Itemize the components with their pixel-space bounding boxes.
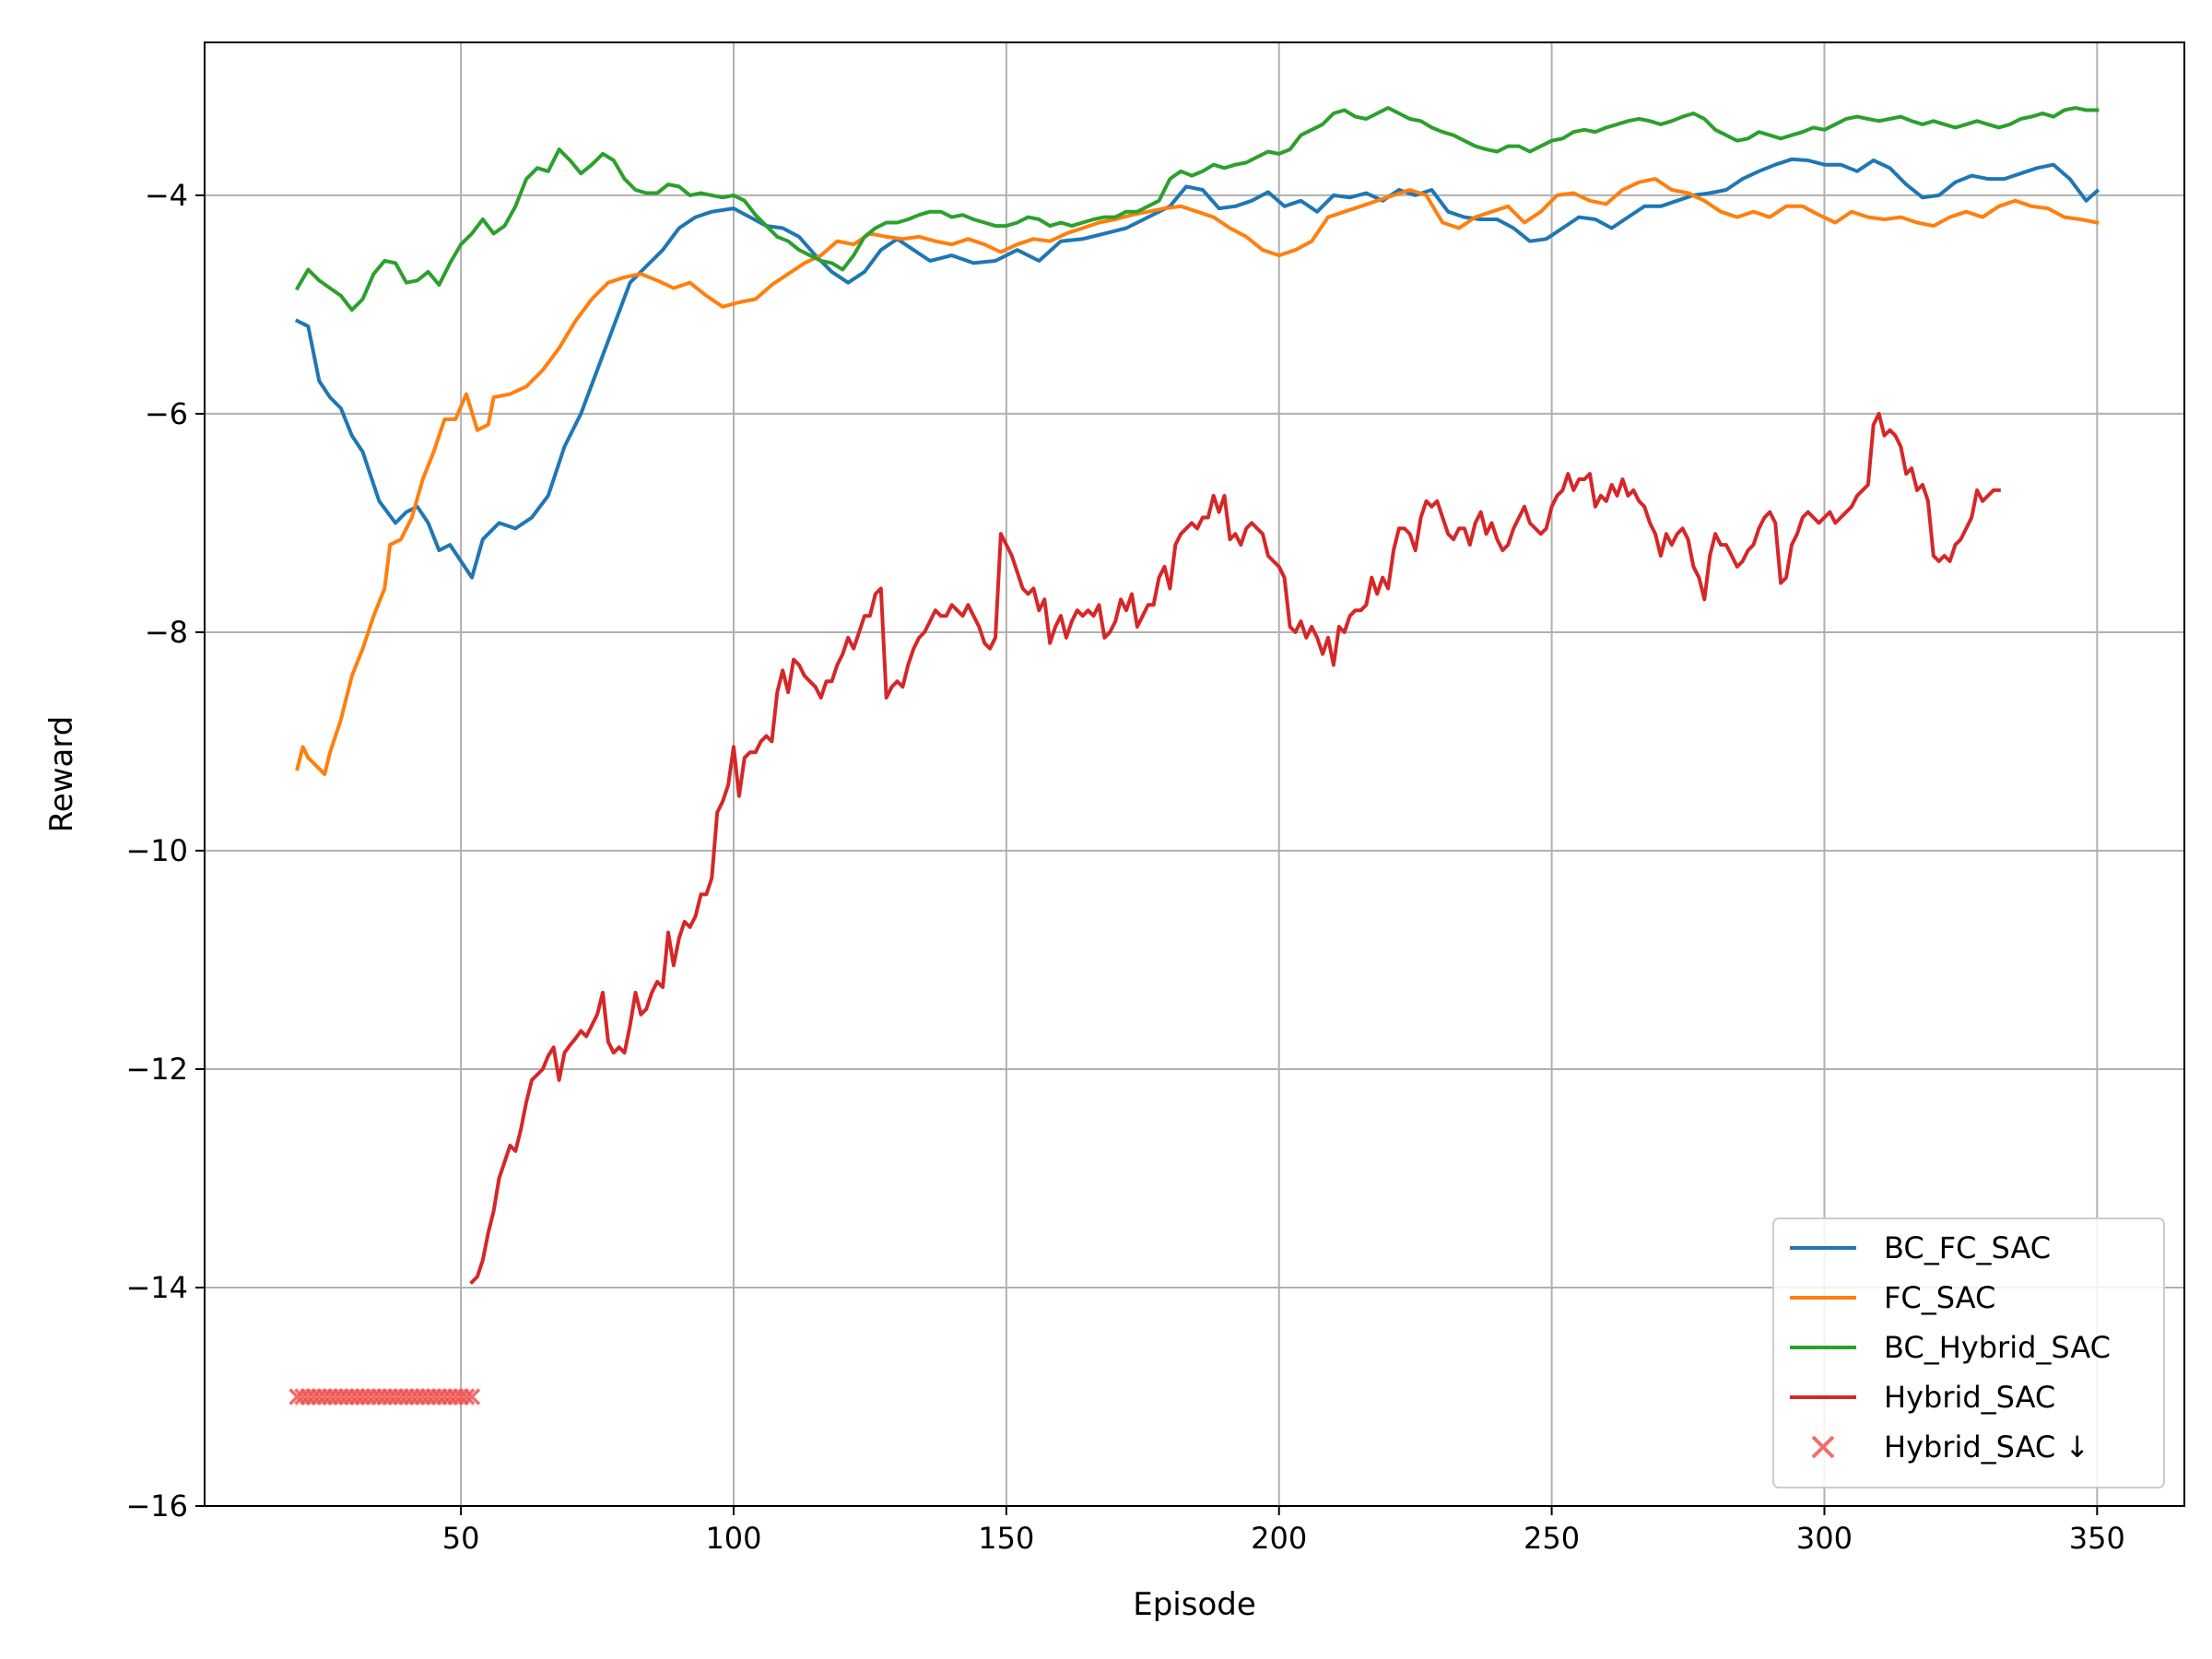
legend-label: Hybrid_SAC ↓ (1884, 1430, 2089, 1465)
y-tick-label: −10 (125, 833, 188, 868)
grid (205, 42, 2184, 1506)
legend: BC_FC_SAC FC_SAC BC_Hybrid_SAC Hybrid_SAC Hy… (1772, 1218, 2165, 1488)
legend-marker-symbol (1811, 1435, 1835, 1459)
legend-label: BC_FC_SAC (1884, 1230, 2051, 1265)
axis-ticks: 50 100 150 200 250 300 350 −16 −14 −12 −10 −8 −6 −4 (125, 178, 2124, 1556)
y-axis-label: Reward (43, 716, 80, 833)
x-tick-label: 100 (705, 1521, 761, 1556)
y-tick-label: −16 (125, 1488, 188, 1524)
x-tick-label: 300 (1796, 1521, 1853, 1556)
series-line-bc-hybrid-sac (294, 106, 2100, 312)
series-line-bc-fc-sac (294, 157, 2100, 580)
x-tick-label: 150 (978, 1521, 1034, 1556)
y-tick-label: −14 (125, 1270, 188, 1305)
series-line-fc-sac (295, 177, 2100, 776)
marker-point (463, 1388, 481, 1406)
y-tick-label: −12 (125, 1052, 188, 1087)
series-line-hybrid-sac (469, 411, 2001, 1285)
y-tick-label: −4 (145, 178, 188, 213)
legend-label: Hybrid_SAC (1884, 1380, 2055, 1415)
y-tick-label: −8 (145, 615, 188, 650)
legend-label: BC_Hybrid_SAC (1884, 1330, 2111, 1365)
plot-frame (204, 41, 2185, 1507)
x-tick-label: 250 (1524, 1521, 1580, 1556)
x-tick-label: 200 (1251, 1521, 1307, 1556)
marker-point (457, 1388, 476, 1406)
series-lines (294, 106, 2100, 1285)
legend-box (1772, 1218, 2165, 1488)
x-tick-label: 350 (2069, 1521, 2125, 1556)
marker-points (288, 1388, 481, 1406)
x-axis-label: Episode (1133, 1586, 1256, 1623)
legend-label: FC_SAC (1884, 1280, 1995, 1315)
x-tick-label: 50 (442, 1521, 480, 1556)
y-tick-label: −6 (145, 396, 188, 431)
